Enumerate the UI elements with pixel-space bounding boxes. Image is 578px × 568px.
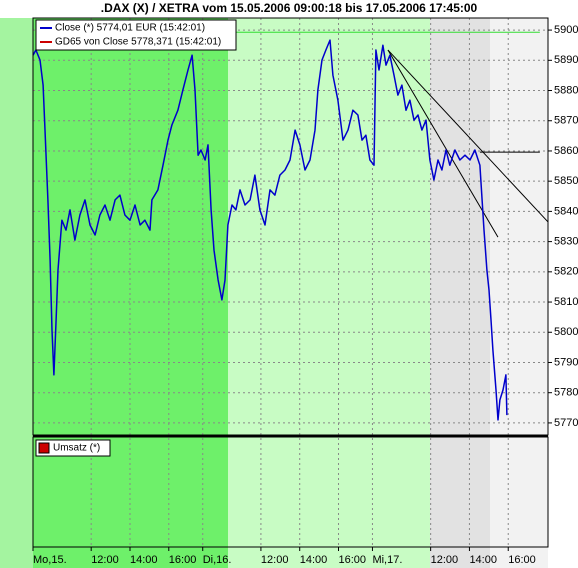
y-tick-label: 5890 [554, 54, 578, 66]
volume-frame [32, 436, 549, 548]
x-tick-label: 14:00 [469, 554, 497, 566]
trend-line [387, 49, 549, 223]
legend-swatch [38, 442, 50, 454]
chart-title: .DAX (X) / XETRA vom 15.05.2006 09:00:18… [101, 1, 478, 15]
legend-label: Umsatz (*) [53, 443, 100, 454]
y-tick-label: 5780 [554, 387, 578, 399]
y-tick-label: 5840 [554, 205, 578, 217]
legend-label: GD65 von Close 5778,371 (15:42:01) [55, 37, 221, 48]
x-tick-label: Mo,15. [33, 554, 67, 566]
y-tick-label: 5770 [554, 417, 578, 429]
x-tick-label: 12:00 [431, 554, 459, 566]
grid [32, 18, 552, 551]
x-tick-label: 16:00 [508, 554, 536, 566]
day-band [430, 18, 490, 568]
y-tick-label: 5850 [554, 175, 578, 187]
marks [32, 31, 549, 421]
day-band [228, 18, 430, 568]
left-margin [0, 18, 33, 568]
y-tick-label: 5800 [554, 326, 578, 338]
x-tick-label: 16:00 [339, 554, 367, 566]
day-band [490, 18, 548, 568]
y-tick-label: 5820 [554, 266, 578, 278]
x-tick-label: 14:00 [130, 554, 158, 566]
y-tick-label: 5830 [554, 236, 578, 248]
legend-box [35, 19, 237, 51]
x-tick-label: 12:00 [261, 554, 289, 566]
y-tick-label: 5810 [554, 296, 578, 308]
right-margin [548, 18, 578, 568]
x-tick-label: 12:00 [91, 554, 119, 566]
trend-line [387, 49, 499, 238]
x-tick-label: Mi,17. [372, 554, 402, 566]
y-tick-label: 5870 [554, 115, 578, 127]
y-tick-label: 5880 [554, 84, 578, 96]
price-line [32, 39, 508, 421]
legend: Close (*) 5774,01 EUR (15:42:01) GD65 von… [38, 23, 221, 454]
y-tick-label: 5860 [554, 145, 578, 157]
volume-legend-box [35, 439, 111, 457]
y-tick-label: 5790 [554, 356, 578, 368]
y-tick-label: 5900 [554, 24, 578, 36]
x-tick-label: 14:00 [300, 554, 328, 566]
day-band [33, 18, 228, 568]
x-tick-label: Di,16. [203, 554, 232, 566]
x-tick-label: 16:00 [169, 554, 197, 566]
legend-label: Close (*) 5774,01 EUR (15:42:01) [55, 23, 205, 34]
title-bar [0, 0, 578, 18]
